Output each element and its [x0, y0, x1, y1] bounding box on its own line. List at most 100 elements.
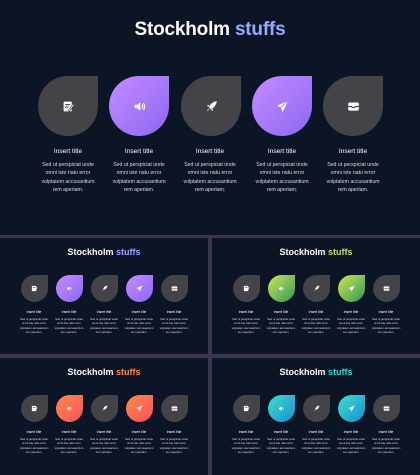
- item-text-2: Insert title Sed ut perspiciat unde omni i…: [49, 430, 89, 454]
- item-text-1: Insert title Sed ut perspiciat unde omni…: [26, 148, 110, 195]
- item-title: Insert title: [96, 430, 112, 434]
- item-body-line: volptatem accusantium: [41, 178, 95, 185]
- item-body-line: rem aperiam.: [123, 187, 155, 194]
- item-title: Insert title: [238, 310, 254, 314]
- slide-thumbnail-teal[interactable]: Stockholm stuffs Insert title Sed ut pers…: [212, 358, 420, 475]
- item-title: Insert title: [61, 430, 77, 434]
- item-shape-1: [21, 275, 48, 302]
- rocket-icon: [313, 285, 320, 292]
- item-body-line: Sed ut perspiciat unde: [160, 317, 188, 321]
- item-body-line: rem aperiam.: [130, 329, 148, 334]
- item-shape-4: [338, 275, 365, 302]
- item-body-line: rem aperiam.: [342, 449, 360, 454]
- item-body-line: Sed ut perspiciat unde: [232, 437, 260, 441]
- item-body-line: volptatem accusantium: [124, 325, 154, 330]
- item-shape-5: [373, 275, 400, 302]
- item-body-line: volptatem accusantium: [301, 325, 331, 330]
- inbox-icon: [171, 406, 178, 411]
- slide-thumbnail-purple[interactable]: Stockholm stuffs Insert title Sed ut pers…: [0, 238, 208, 354]
- item-shape-4: [126, 275, 153, 302]
- item-body-line: omni iste natu error: [116, 170, 162, 177]
- item-title: Insert title: [273, 430, 289, 434]
- item-body-line: omni iste natu error: [303, 321, 329, 326]
- item-shape-5: [323, 76, 383, 136]
- item-body-line: volptatem accusantium: [183, 178, 237, 185]
- item-text-3: Insert title Sed ut perspiciat unde omni i…: [84, 430, 124, 454]
- item-body-line: rem aperiam.: [307, 449, 325, 454]
- item-text-3: Insert title Sed ut perspiciat unde omni i…: [84, 310, 124, 334]
- item-text-1: Insert title Sed ut perspiciat unde omni i…: [226, 310, 266, 334]
- note-icon: [243, 405, 250, 412]
- item-body-line: omni iste natu error: [303, 441, 329, 446]
- item-body-line: rem aperiam.: [60, 449, 78, 454]
- item-body-line: omni iste natu error: [161, 321, 187, 326]
- item-body-line: rem aperiam.: [272, 329, 290, 334]
- item-shape-3: [303, 395, 330, 422]
- item-body-line: omni iste natu error: [268, 441, 294, 446]
- paper-plane-icon: [348, 405, 355, 412]
- title-accent-word: stuffs: [116, 367, 141, 377]
- slide-main[interactable]: Stockholm stuffs Insert title Sed ut per…: [0, 0, 420, 235]
- item-text-4: Insert title Sed ut perspiciat unde omni…: [240, 148, 324, 195]
- item-body-line: omni iste natu error: [338, 441, 364, 446]
- item-title: Insert title: [195, 148, 225, 155]
- title-accent-word: stuffs: [234, 19, 286, 40]
- item-body-line: omni iste natu error: [338, 321, 364, 326]
- item-body-line: volptatem accusantium: [54, 445, 84, 450]
- inbox-icon: [383, 286, 390, 291]
- item-body-line: omni iste natu error: [373, 441, 399, 446]
- slide-title: Stockholm stuffs: [212, 367, 420, 377]
- item-body-line: Sed ut perspiciat unde: [372, 317, 400, 321]
- item-shape-2: [56, 395, 83, 422]
- item-shape-1: [21, 395, 48, 422]
- item-body-line: volptatem accusantium: [231, 325, 261, 330]
- item-shape-3: [91, 395, 118, 422]
- item-body-line: Sed ut perspiciat unde: [267, 437, 295, 441]
- item-body-line: omni iste natu error: [330, 170, 376, 177]
- item-title: Insert title: [61, 310, 77, 314]
- item-title: Insert title: [378, 310, 394, 314]
- item-body-line: volptatem accusantium: [336, 445, 366, 450]
- item-body-line: omni iste natu error: [161, 441, 187, 446]
- item-body-line: Sed ut perspiciat unde: [90, 437, 118, 441]
- item-body-line: rem aperiam.: [266, 187, 298, 194]
- item-body-line: omni iste natu error: [373, 321, 399, 326]
- item-body-line: Sed ut perspiciat unde: [55, 437, 83, 441]
- item-body-line: omni iste natu error: [126, 441, 152, 446]
- paper-plane-icon: [276, 100, 288, 112]
- volume-icon: [278, 406, 284, 411]
- item-body-line: volptatem accusantium: [301, 445, 331, 450]
- item-shape-1: [233, 275, 260, 302]
- item-body-line: omni iste natu error: [21, 321, 47, 326]
- item-title: Insert title: [124, 148, 154, 155]
- item-text-2: Insert title Sed ut perspiciat unde omni i…: [49, 310, 89, 334]
- slide-thumbnail-green[interactable]: Stockholm stuffs Insert title Sed ut pers…: [212, 238, 420, 354]
- item-title: Insert title: [131, 310, 147, 314]
- item-shape-2: [268, 275, 295, 302]
- item-body-line: Sed ut perspiciat unde: [327, 162, 379, 168]
- item-body-line: volptatem accusantium: [255, 178, 309, 185]
- rocket-icon: [101, 285, 108, 292]
- item-body-line: Sed ut perspiciat unde: [125, 317, 153, 321]
- item-body-line: rem aperiam.: [25, 329, 43, 334]
- item-text-5: Insert title Sed ut perspiciat unde omni i…: [366, 430, 406, 454]
- title-accent-word: stuffs: [328, 247, 353, 257]
- item-title: Insert title: [26, 430, 42, 434]
- slide-thumbnail-orange[interactable]: Stockholm stuffs Insert title Sed ut pers…: [0, 358, 208, 475]
- rocket-icon: [313, 405, 320, 412]
- item-body-line: omni iste natu error: [268, 321, 294, 326]
- item-title: Insert title: [338, 148, 368, 155]
- item-body-line: rem aperiam.: [165, 329, 183, 334]
- title-main-word: Stockholm: [67, 367, 114, 377]
- volume-icon: [134, 101, 145, 111]
- item-title: Insert title: [308, 310, 324, 314]
- item-body-line: rem aperiam.: [237, 329, 255, 334]
- item-body-line: omni iste natu error: [56, 441, 82, 446]
- item-body-line: omni iste natu error: [91, 321, 117, 326]
- item-body-line: Sed ut perspiciat unde: [20, 437, 48, 441]
- item-title: Insert title: [343, 430, 359, 434]
- item-text-4: Insert title Sed ut perspiciat unde omni i…: [331, 310, 371, 334]
- item-body-line: omni iste natu error: [21, 441, 47, 446]
- item-body-line: rem aperiam.: [342, 329, 360, 334]
- title-main-word: Stockholm: [134, 19, 231, 40]
